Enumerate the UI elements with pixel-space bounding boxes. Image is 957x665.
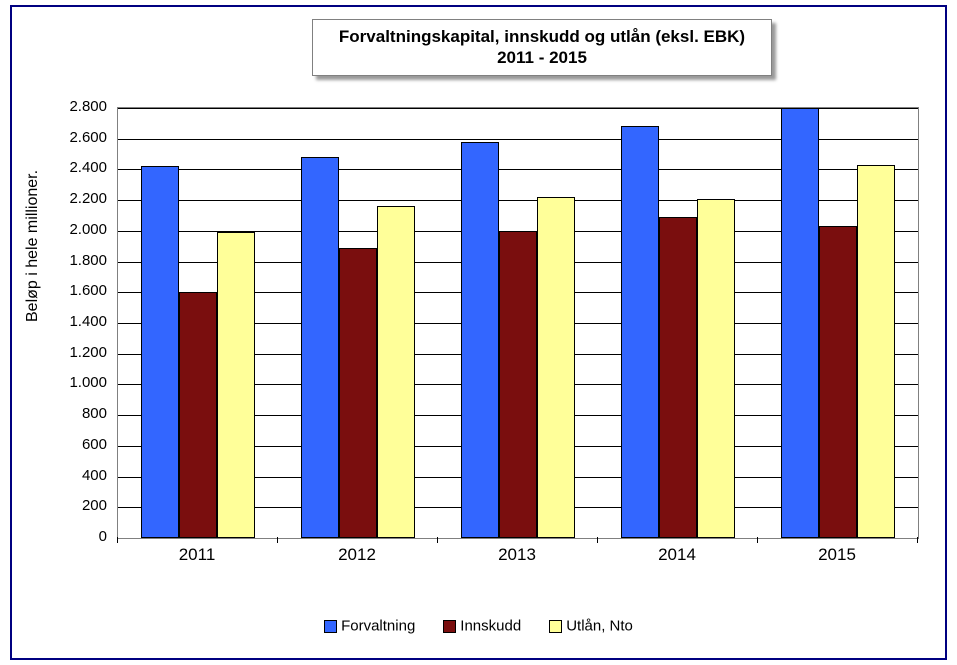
legend-item: Innskudd bbox=[443, 617, 521, 635]
x-tick-mark bbox=[597, 537, 598, 543]
legend-label: Utlån, Nto bbox=[566, 618, 633, 635]
y-tick-label: 600 bbox=[47, 436, 107, 453]
y-tick-label: 1.800 bbox=[47, 252, 107, 269]
y-tick-label: 0 bbox=[47, 528, 107, 545]
legend-swatch bbox=[324, 620, 337, 633]
y-tick-label: 2.400 bbox=[47, 159, 107, 176]
chart-title-box: Forvaltningskapital, innskudd og utlån (… bbox=[312, 19, 772, 76]
chart-title-line2: 2011 - 2015 bbox=[497, 48, 587, 67]
bar-forvaltning bbox=[621, 126, 659, 538]
legend-item: Forvaltning bbox=[324, 617, 415, 635]
legend: Forvaltning Innskudd Utlån, Nto bbox=[12, 617, 945, 635]
legend-item: Utlån, Nto bbox=[549, 617, 633, 635]
chart-container: Forvaltningskapital, innskudd og utlån (… bbox=[10, 5, 947, 660]
bar-utl-n-nto bbox=[217, 232, 255, 538]
legend-label: Innskudd bbox=[460, 618, 521, 635]
chart-title-line1: Forvaltningskapital, innskudd og utlån (… bbox=[339, 27, 745, 46]
bar-forvaltning bbox=[141, 166, 179, 538]
bar-innskudd bbox=[499, 231, 537, 538]
bar-utl-n-nto bbox=[857, 165, 895, 538]
plot-area bbox=[117, 107, 919, 539]
bar-innskudd bbox=[819, 226, 857, 538]
bar-utl-n-nto bbox=[537, 197, 575, 538]
y-tick-label: 2.200 bbox=[47, 190, 107, 207]
bar-utl-n-nto bbox=[697, 199, 735, 538]
x-tick-mark bbox=[117, 537, 118, 543]
y-tick-label: 2.600 bbox=[47, 129, 107, 146]
x-tick-label: 2013 bbox=[477, 545, 557, 565]
legend-swatch bbox=[549, 620, 562, 633]
x-tick-mark bbox=[277, 537, 278, 543]
y-tick-label: 2.000 bbox=[47, 221, 107, 238]
legend-label: Forvaltning bbox=[341, 618, 415, 635]
bar-forvaltning bbox=[461, 142, 499, 538]
y-tick-label: 1.600 bbox=[47, 282, 107, 299]
y-tick-label: 1.200 bbox=[47, 344, 107, 361]
bar-innskudd bbox=[659, 217, 697, 538]
y-tick-label: 200 bbox=[47, 497, 107, 514]
y-tick-label: 1.000 bbox=[47, 374, 107, 391]
x-tick-label: 2011 bbox=[157, 545, 237, 565]
x-tick-mark bbox=[757, 537, 758, 543]
x-tick-label: 2012 bbox=[317, 545, 397, 565]
x-tick-label: 2015 bbox=[797, 545, 877, 565]
x-tick-label: 2014 bbox=[637, 545, 717, 565]
bar-innskudd bbox=[339, 248, 377, 538]
bar-utl-n-nto bbox=[377, 206, 415, 538]
x-tick-mark bbox=[917, 537, 918, 543]
x-tick-mark bbox=[437, 537, 438, 543]
y-tick-label: 2.800 bbox=[47, 98, 107, 115]
bar-innskudd bbox=[179, 292, 217, 538]
y-tick-label: 800 bbox=[47, 405, 107, 422]
legend-swatch bbox=[443, 620, 456, 633]
bar-forvaltning bbox=[301, 157, 339, 538]
y-axis-label: Beløp i hele millioner. bbox=[24, 170, 42, 322]
y-tick-label: 1.400 bbox=[47, 313, 107, 330]
bar-forvaltning bbox=[781, 108, 819, 538]
y-tick-label: 400 bbox=[47, 467, 107, 484]
